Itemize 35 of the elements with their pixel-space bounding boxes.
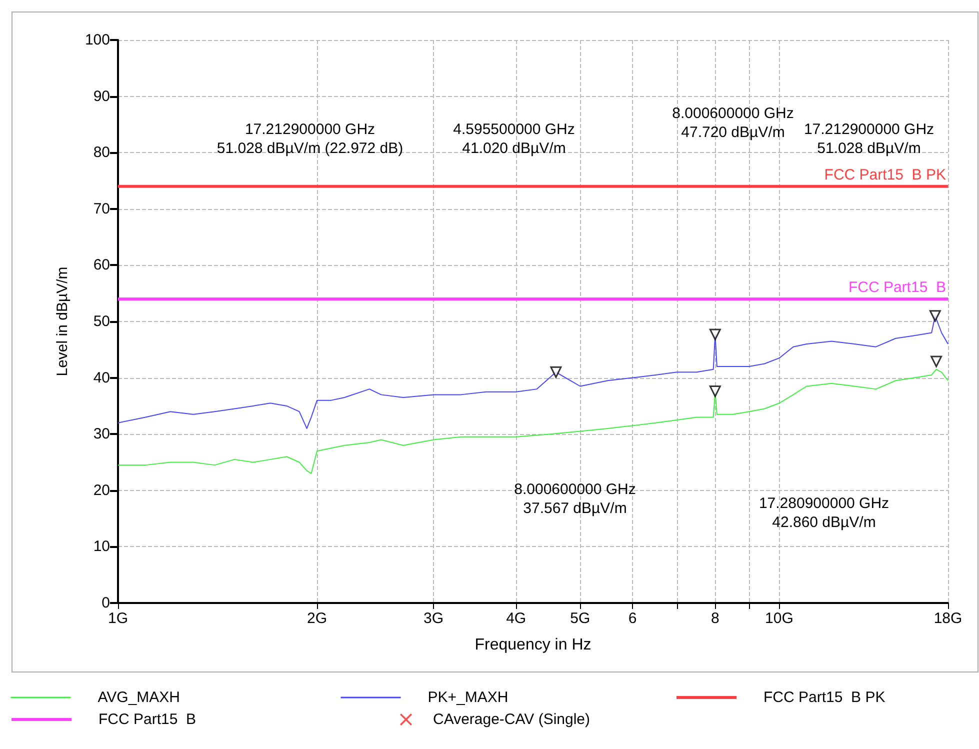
y-tick-label: 80 — [93, 144, 110, 162]
y-tick-label: 90 — [93, 88, 110, 105]
x-tick-label: 4G — [506, 610, 526, 627]
y-tick-label: 70 — [93, 200, 110, 218]
legend-label: PK+_MAXH — [428, 689, 508, 706]
y-axis-title: Level in dBµV/m — [54, 266, 71, 376]
x-axis-title: Frequency in Hz — [474, 636, 592, 654]
x-tick-label: 6 — [628, 610, 637, 627]
y-tick-label: 60 — [93, 256, 110, 274]
y-tick-label: 20 — [93, 482, 110, 499]
legend-label: CAverage-CAV (Single) — [433, 711, 590, 728]
x-tick-label: 10G — [765, 610, 794, 627]
legend-label: AVG_MAXH — [98, 689, 180, 706]
y-tick-label: 50 — [93, 313, 110, 330]
x-tick-label: 18G — [934, 610, 962, 627]
y-tick-label: 40 — [93, 369, 110, 386]
annotation: 17.280900000 GHz 42.860 dBµV/m — [758, 495, 890, 531]
text: FCC Part15 B PK — [764, 689, 886, 706]
annotation: 17.212900000 GHz 51.028 dBµV/m — [804, 121, 934, 157]
y-tick-label: 30 — [93, 426, 110, 443]
x-tick-label: 8 — [710, 610, 720, 627]
x-tick-label: 2G — [307, 610, 328, 627]
x-tick-label: 1G — [108, 610, 128, 627]
ref-line-label: FCC Part15 B PK — [824, 166, 946, 184]
annotation: 17.212900000 GHz 51.028 dBµV/m (22.972 dB) — [216, 121, 404, 157]
annotation: 8.000600000 GHz 37.567 dBµV/m — [514, 481, 636, 517]
x-tick-label: 5G — [570, 610, 590, 627]
annotation: 4.595500000 GHz 41.020 dBµV/m — [453, 121, 575, 157]
y-tick-label: 100 — [84, 32, 110, 48]
ref-line-label: FCC Part15 B — [848, 278, 946, 296]
text: FCC Part15 B — [98, 711, 196, 728]
annotation: 8.000600000 GHz 47.720 dBµV/m — [672, 105, 794, 141]
x-tick-label: 3G — [423, 610, 444, 627]
y-tick-label: 10 — [93, 538, 110, 556]
y-tick-label: 0 — [102, 594, 110, 612]
